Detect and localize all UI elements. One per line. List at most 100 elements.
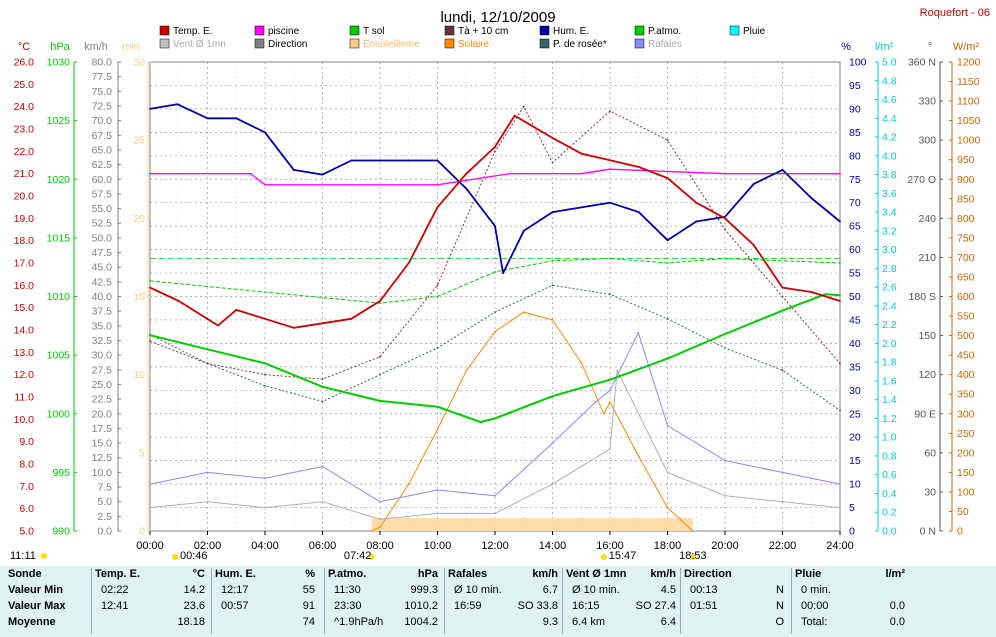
wind-tick: 2.5: [97, 511, 112, 523]
legend-label: Tà + 10 cm: [458, 26, 508, 37]
humidity-tick: 15: [849, 455, 861, 467]
summary-cell: 14.2: [183, 584, 205, 596]
wind-tick: 27.5: [92, 364, 113, 376]
rain-tick: 0.8: [882, 450, 897, 462]
wind-tick: 10.0: [92, 467, 113, 479]
direction-tick: 360 N: [908, 57, 936, 69]
data-point: [666, 357, 669, 360]
data-point: [781, 369, 784, 372]
summary-header: °C: [192, 568, 205, 580]
legend-label: Hum. E.: [553, 26, 589, 37]
data-point: [666, 506, 669, 509]
data-point: [752, 183, 755, 185]
summary-header: km/h: [532, 568, 558, 580]
summary-divider: [562, 568, 563, 634]
data-point: [264, 477, 266, 480]
data-point: [839, 220, 841, 223]
summary-cell: 23:30: [334, 600, 362, 612]
legend-swatch: [444, 25, 455, 36]
data-point: [494, 150, 496, 153]
solar-tick: 650: [957, 271, 975, 283]
rain-tick: 0.6: [882, 469, 897, 481]
temp-tick: 14.0: [14, 325, 35, 337]
data-point: [522, 229, 525, 232]
data-point: [724, 346, 726, 349]
data-point: [321, 173, 324, 176]
direction-tick: 0 N: [920, 526, 936, 538]
data-point: [666, 471, 669, 474]
data-point: [609, 448, 611, 450]
wind-tick: 72.5: [92, 100, 113, 112]
solar-tick: 450: [957, 350, 975, 362]
temp-unit: °C: [18, 41, 30, 53]
humidity-tick: 25: [849, 408, 861, 420]
sunrise-time: 07:42: [344, 550, 372, 562]
summary-cell: 01:51: [690, 600, 718, 612]
humidity-tick: 35: [849, 361, 861, 373]
rain-tick: 3.2: [882, 225, 897, 237]
data-point: [580, 152, 583, 155]
summary-column: Sonde Valeur Min Valeur Max Moyenne: [8, 566, 88, 630]
wind-tick: 57.5: [92, 188, 113, 200]
time-tick: 06:00: [309, 540, 337, 552]
rain-tick: 1.8: [882, 357, 897, 369]
data-point: [321, 500, 324, 503]
pressure-tick: 1010: [47, 291, 71, 303]
time-tick: 08:00: [366, 540, 394, 552]
data-point: [264, 384, 266, 387]
data-point: [839, 294, 841, 297]
data-point: [494, 271, 496, 273]
chart-title: lundi, 12/10/2009: [440, 9, 555, 26]
wind-tick: 65.0: [92, 144, 113, 156]
wind-tick: 5.0: [97, 496, 112, 508]
summary-row-label: Valeur Min: [8, 584, 64, 596]
data-point: [551, 284, 554, 287]
data-point: [666, 424, 669, 427]
humidity-tick: 100: [849, 57, 867, 69]
wind-tick: 22.5: [92, 394, 113, 406]
wind-tick: 55.0: [92, 203, 113, 215]
wind-tick: 62.5: [92, 159, 113, 171]
data-point: [637, 166, 640, 168]
pressure-tick: 1000: [47, 408, 71, 420]
summary-header: P.atmo.: [328, 568, 367, 580]
data-point: [609, 378, 611, 381]
wind-tick: 7.5: [97, 482, 112, 494]
humidity-unit: %: [841, 41, 851, 53]
summary-cell: 1004.2: [404, 616, 438, 628]
solar-tick: 50: [957, 506, 969, 518]
data-point: [407, 262, 410, 264]
temp-tick: 7.0: [19, 481, 34, 493]
wind-tick: 42.5: [92, 276, 113, 288]
rain-tick: 5.0: [882, 57, 897, 69]
data-point: [350, 159, 353, 162]
data-point: [407, 483, 410, 485]
legend-swatch: [539, 38, 550, 49]
wind-tick: 47.5: [92, 247, 113, 259]
temp-tick: 16.0: [14, 280, 35, 292]
legend-swatch: [349, 38, 360, 49]
wind-tick: 70.0: [92, 115, 113, 127]
summary-cell: 12:17: [221, 584, 249, 596]
summary-cell: SO 27.4: [635, 600, 676, 612]
solar-tick: 300: [957, 408, 975, 420]
data-point: [551, 319, 554, 321]
time-tick: 04:00: [251, 540, 279, 552]
summary-cell: 16:59: [454, 600, 482, 612]
wind-tick: 25.0: [92, 379, 113, 391]
data-point: [465, 172, 468, 175]
data-point: [551, 211, 554, 213]
data-point: [695, 220, 698, 223]
solar-tick: 750: [957, 232, 975, 244]
data-point: [494, 417, 496, 420]
summary-header: Rafales: [448, 568, 488, 580]
rain-tick: 3.4: [882, 207, 897, 219]
summary-divider: [91, 568, 92, 634]
summary-cell: 9.3: [542, 616, 558, 628]
data-point: [752, 244, 755, 247]
wind-tick: 77.5: [92, 71, 113, 83]
data-point: [724, 172, 726, 175]
rain-tick: 1.4: [882, 394, 897, 406]
data-point: [609, 201, 611, 204]
summary-column: Hum. E.% 12:17 55 00:57 91 74: [215, 566, 315, 630]
